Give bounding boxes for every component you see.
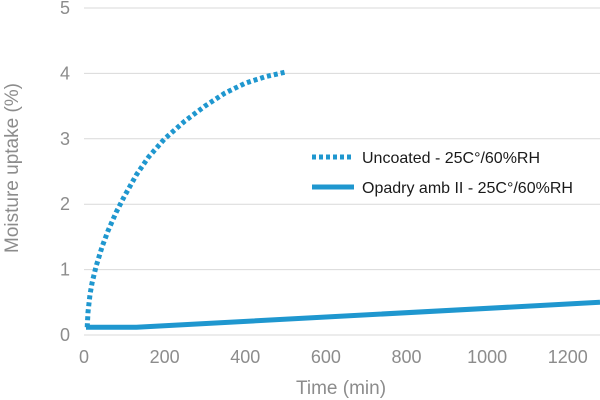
y-tick-label: 4 [60, 63, 70, 83]
x-tick-label: 1000 [467, 347, 507, 367]
y-tick-label: 2 [60, 194, 70, 214]
series-line-opadry [86, 299, 600, 330]
y-tick-label: 1 [60, 260, 70, 280]
series-lines [84, 69, 600, 330]
y-tick-label: 3 [60, 129, 70, 149]
x-tick-label: 400 [230, 347, 260, 367]
x-tick-label: 800 [391, 347, 421, 367]
x-tick-label: 0 [79, 347, 89, 367]
y-tick-label: 5 [60, 0, 70, 18]
legend-label-uncoated: Uncoated - 25C°/60%RH [362, 150, 540, 167]
gridlines [84, 7, 600, 336]
y-tick-label: 0 [60, 325, 70, 345]
x-tick-label: 200 [150, 347, 180, 367]
legend: Uncoated - 25C°/60%RH Opadry amb II - 25… [312, 150, 573, 197]
x-tick-labels: 0 200 400 600 800 1000 1200 [79, 347, 588, 367]
x-tick-label: 1200 [548, 347, 588, 367]
y-axis-title: Moisture uptake (%) [2, 83, 23, 253]
y-tick-labels: 0 1 2 3 4 5 [60, 0, 70, 345]
legend-label-opadry: Opadry amb II - 25C°/60%RH [362, 180, 573, 197]
series-line-uncoated [84, 69, 287, 328]
x-tick-label: 600 [311, 347, 341, 367]
x-axis-title: Time (min) [296, 378, 386, 399]
